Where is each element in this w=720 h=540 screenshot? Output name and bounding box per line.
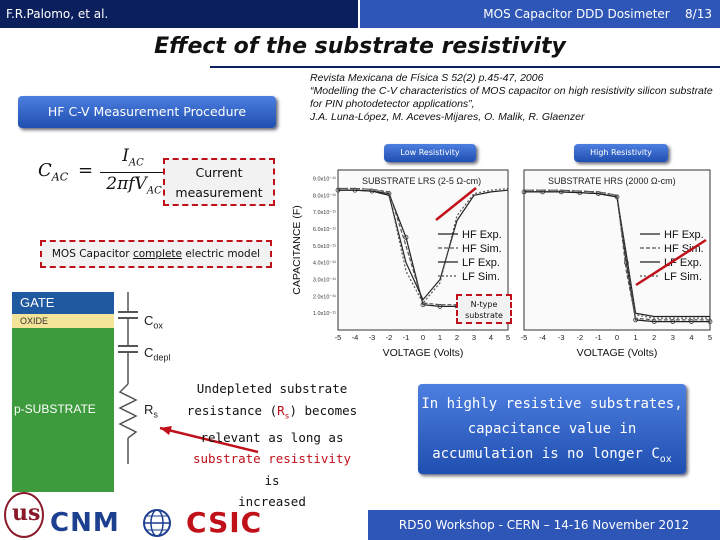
data-point	[707, 319, 713, 324]
gate-layer: GATE	[12, 292, 114, 314]
current-measurement-box: Current measurement	[163, 158, 275, 206]
high-resistivity-tag: High Resistivity	[574, 144, 668, 162]
legend-label: LF Sim.	[664, 271, 702, 283]
header-deck-title: MOS Capacitor DDD Dosimeter 8/13	[360, 0, 720, 28]
chart-title: SUBSTRATE LRS (2-5 Ω-cm)	[362, 176, 481, 186]
ntype-tag: N-type substrate	[456, 294, 512, 324]
x-tick-label: -2	[386, 333, 393, 342]
y-tick-label: 4.0x10⁻¹¹	[313, 261, 336, 267]
chart-hrs: SUBSTRATE HRS (2000 Ω-cm) -5 -4 -3 -2 -1 0 1 2 3 4…	[521, 169, 713, 359]
x-tick-label: 0	[421, 333, 425, 342]
x-tick-label: 3	[472, 333, 476, 342]
y-tick-label: 8.0x10⁻¹¹	[313, 193, 336, 199]
globe-icon	[143, 509, 171, 537]
current-line2: measurement	[175, 185, 263, 200]
y-tick-label: 5.0x10⁻¹¹	[313, 244, 336, 250]
annotation-arrow	[435, 187, 477, 221]
series-line	[524, 189, 710, 321]
x-axis-label: VOLTAGE (Volts)	[577, 347, 658, 359]
x-tick-label: 2	[652, 333, 656, 342]
formula-numerator: IAC	[122, 146, 144, 169]
us-logo-seal: us	[4, 492, 44, 538]
x-tick-label: -5	[335, 333, 342, 342]
y-tick-label: 3.0x10⁻¹¹	[313, 277, 336, 283]
formula: CAC = IAC 2πfVAC	[38, 146, 168, 200]
x-tick-label: 4	[689, 333, 693, 342]
x-tick-label: 3	[671, 333, 675, 342]
y-axis-label: CAPACITANCE (F)	[291, 205, 303, 294]
p-substrate-layer: p-SUBSTRATE	[12, 328, 114, 492]
data-point	[420, 302, 426, 308]
model-box: MOS Capacitor complete electric model	[40, 240, 272, 268]
y-tick-label: 9.0x10⁻¹¹	[313, 176, 336, 182]
series-line	[524, 189, 710, 319]
formula-lhs: CAC	[38, 160, 69, 184]
x-tick-label: -4	[352, 333, 359, 342]
x-tick-label: -2	[576, 333, 583, 342]
legend-label: HF Sim.	[664, 243, 704, 255]
data-point	[623, 260, 629, 266]
oxide-layer: OXIDE	[12, 314, 114, 328]
y-tick-label: 2.0x10⁻¹¹	[313, 294, 336, 300]
legend-label: HF Exp.	[462, 229, 502, 241]
annotation-arrow	[635, 238, 707, 287]
x-tick-label: 5	[708, 333, 712, 342]
title-underline	[210, 66, 720, 68]
x-tick-label: 4	[489, 333, 493, 342]
data-point	[403, 234, 409, 240]
rs-arrow	[159, 426, 259, 454]
x-tick-label: -1	[403, 333, 410, 342]
x-tick-label: -4	[539, 333, 546, 342]
x-tick-label: -1	[595, 333, 602, 342]
procedure-box: HF C-V Measurement Procedure	[18, 96, 276, 128]
y-tick-label: 1.0x10⁻¹¹	[313, 311, 336, 317]
series-line	[338, 189, 509, 301]
conclusion-box: In highly resistive substrates, capacita…	[418, 384, 686, 474]
legend-label: HF Sim.	[462, 243, 502, 255]
citation-line1: Revista Mexicana de Física S 52(2) p.45-…	[310, 72, 544, 84]
equivalent-circuit	[118, 292, 138, 464]
x-axis-label: VOLTAGE (Volts)	[383, 347, 464, 359]
y-tick-label: 7.0x10⁻¹¹	[313, 210, 336, 216]
formula-fraction-bar	[100, 172, 166, 173]
slide-title: Effect of the substrate resistivity	[154, 34, 566, 59]
cnm-logo: CNM	[50, 508, 120, 538]
label-rs: Rs	[144, 402, 158, 420]
data-point	[437, 304, 443, 309]
deck-title: MOS Capacitor DDD Dosimeter	[483, 7, 670, 21]
legend-label: HF Exp.	[664, 229, 704, 241]
x-tick-label: 2	[455, 333, 459, 342]
x-tick-label: 5	[506, 333, 510, 342]
legend-label: LF Sim.	[462, 271, 500, 283]
series-line	[524, 191, 710, 318]
x-tick-label: 1	[634, 333, 638, 342]
header-authors: F.R.Palomo, et al.	[0, 0, 358, 28]
x-tick-label: 1	[438, 333, 442, 342]
slide-number: 8/13	[685, 7, 712, 21]
x-tick-label: -3	[558, 333, 565, 342]
low-resistivity-tag: Low Resistivity	[384, 144, 476, 162]
x-tick-label: 0	[615, 333, 619, 342]
citation: Revista Mexicana de Física S 52(2) p.45-…	[310, 72, 715, 124]
x-tick-label: -5	[521, 333, 528, 342]
series-line	[338, 187, 509, 305]
x-tick-label: -3	[369, 333, 376, 342]
undepleted-text: Undepleted substrate resistance (Rs) bec…	[186, 381, 358, 509]
citation-line3: J.A. Luna-López, M. Aceves-Mijares, O. M…	[310, 111, 585, 123]
formula-equals: =	[78, 160, 94, 181]
cv-charts: SUBSTRATE LRS (2-5 Ω-cm) -5 -4 -3 -2 -1 0 1 2 3 4 5…	[291, 169, 713, 359]
label-cox: Cox	[144, 313, 163, 331]
chart-title: SUBSTRATE HRS (2000 Ω-cm)	[548, 176, 676, 186]
chart-lrs: SUBSTRATE LRS (2-5 Ω-cm) -5 -4 -3 -2 -1 0 1 2 3 4 5…	[291, 169, 511, 359]
current-line1: Current	[195, 165, 243, 180]
y-tick-label: 6.0x10⁻¹¹	[313, 227, 336, 233]
legend-label: LF Exp.	[462, 257, 500, 269]
label-cdepl: Cdepl	[144, 345, 171, 363]
footer-event: RD50 Workshop - CERN – 14-16 November 20…	[368, 510, 720, 540]
formula-denominator: 2πfVAC	[106, 174, 162, 197]
csic-logo: CSIC	[186, 506, 263, 539]
citation-line2: “Modelling the C-V characteristics of MO…	[310, 85, 713, 110]
